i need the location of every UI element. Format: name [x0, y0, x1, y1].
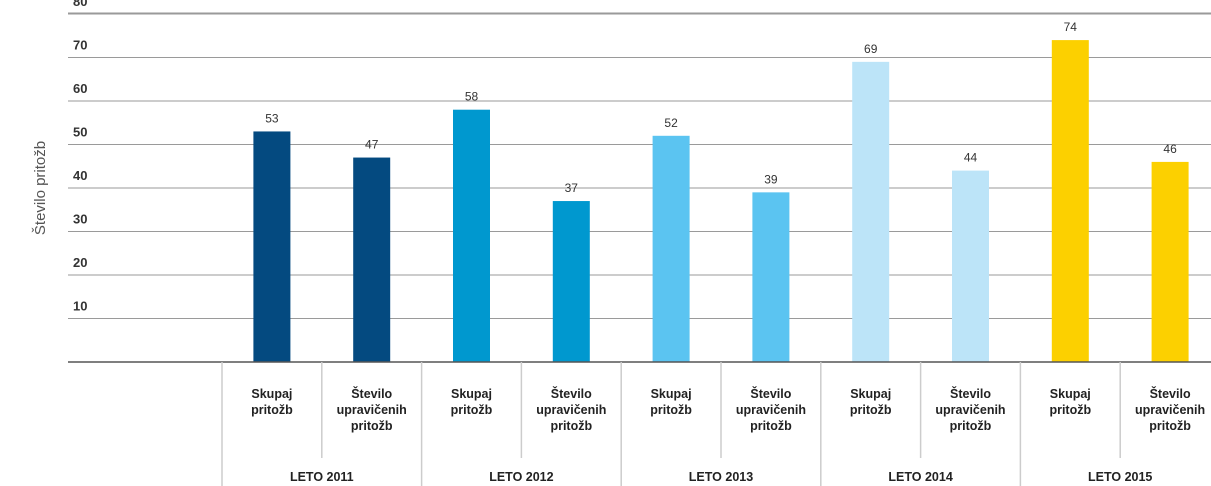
data-label: 69 [864, 42, 878, 56]
group-label: LETO 2013 [689, 470, 753, 484]
group-label: LETO 2015 [1088, 470, 1152, 484]
category-label: Število upravičenih pritožb [536, 386, 606, 433]
category-label: Skupaj pritožb [1049, 387, 1091, 417]
data-label: 52 [664, 116, 678, 130]
bar [353, 157, 391, 362]
bar [1151, 161, 1189, 362]
group-label: LETO 2014 [888, 470, 952, 484]
group-label: LETO 2012 [489, 470, 553, 484]
data-label: 46 [1163, 142, 1177, 156]
group-labels: LETO 2011 LETO 2012 LETO 2013 LETO 2014 LETO… [290, 470, 1152, 484]
y-tick-label: 70 [73, 38, 87, 53]
y-tick-label: 80 [73, 0, 87, 9]
bar [552, 201, 590, 362]
y-axis-ticks: 10 20 30 40 50 60 70 80 [73, 0, 87, 314]
y-tick-label: 10 [73, 299, 87, 314]
grid-lines [68, 12, 1211, 319]
y-tick-label: 60 [73, 81, 87, 96]
category-label: Število upravičenih pritožb [935, 386, 1005, 433]
data-label: 58 [465, 90, 479, 104]
group-label: LETO 2011 [290, 470, 354, 484]
bar [253, 131, 291, 362]
category-label: Skupaj pritožb [850, 387, 892, 417]
category-label: Skupaj pritožb [451, 387, 493, 417]
bar [752, 192, 790, 362]
value-labels: 53 47 58 37 52 39 69 44 74 46 [265, 20, 1177, 195]
category-label: Število upravičenih pritožb [337, 386, 407, 433]
y-tick-label: 50 [73, 125, 87, 140]
data-label: 39 [764, 172, 778, 186]
bar [1051, 40, 1089, 362]
data-label: 44 [964, 151, 978, 165]
category-label: Skupaj pritožb [650, 387, 692, 417]
category-labels: Skupaj pritožb Število upravičenih pritožb Sk… [251, 386, 1205, 433]
bar [453, 109, 490, 362]
y-tick-label: 30 [73, 212, 87, 227]
y-tick-label: 20 [73, 255, 87, 270]
category-label: Skupaj pritožb [251, 387, 293, 417]
bar [952, 170, 989, 362]
data-label: 37 [565, 181, 579, 195]
data-label: 47 [365, 138, 379, 152]
bars [253, 40, 1189, 362]
y-tick-label: 40 [73, 168, 87, 183]
bar [852, 61, 890, 362]
category-label: Število upravičenih pritožb [1135, 386, 1205, 433]
x-axis [68, 361, 1211, 486]
category-label: Število upravičenih pritožb [736, 386, 806, 433]
y-axis-title: Število pritožb [32, 141, 49, 235]
data-label: 74 [1064, 20, 1078, 34]
data-label: 53 [265, 111, 279, 125]
bar [652, 135, 690, 362]
